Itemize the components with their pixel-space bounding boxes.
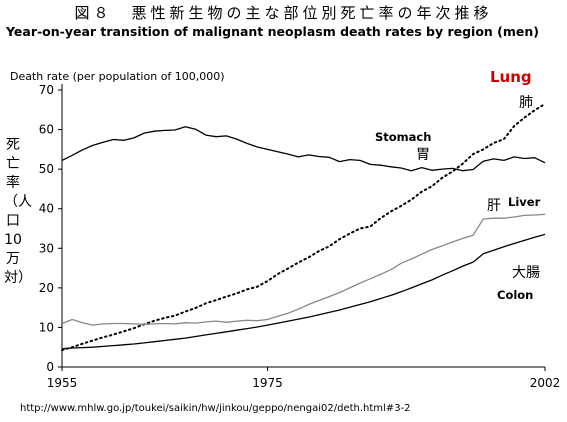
chart-series bbox=[61, 102, 546, 351]
series-line-colon bbox=[61, 233, 546, 350]
x-tick-label: 1955 bbox=[47, 376, 78, 390]
series-label-stomach-jp: 胃 bbox=[416, 147, 430, 163]
y-tick-label: 40 bbox=[39, 202, 54, 216]
y-tick-label: 30 bbox=[39, 241, 54, 255]
series-label-lung-jp: 肺 bbox=[519, 95, 533, 111]
x-tick-label: 2002 bbox=[530, 376, 561, 390]
series-label-liver-jp: 肝 bbox=[487, 198, 501, 214]
series-label-liver: Liver bbox=[508, 195, 541, 209]
chart-ticks: 0 10 20 30 40 50 60 70 1955 1975 2002 bbox=[39, 83, 561, 390]
x-tick-label: 1975 bbox=[252, 376, 283, 390]
series-line-liver bbox=[61, 213, 546, 326]
source-url: http://www.mhlw.go.jp/toukei/saikin/hw/j… bbox=[20, 403, 411, 414]
y-tick-label: 10 bbox=[39, 320, 54, 334]
series-label-lung: Lung bbox=[490, 68, 532, 86]
series-line-lung bbox=[61, 102, 546, 351]
chart-title-jp: 図８ 悪性新生物の主な部位別死亡率の年次推移 bbox=[74, 4, 493, 22]
series-line-stomach bbox=[61, 126, 546, 172]
y-tick-label: 60 bbox=[39, 123, 54, 137]
y-tick-label: 70 bbox=[39, 83, 54, 97]
y-tick-label: 0 bbox=[46, 360, 54, 374]
series-label-stomach: Stomach bbox=[375, 130, 432, 144]
series-label-colon: Colon bbox=[497, 288, 534, 302]
y-tick-label: 50 bbox=[39, 162, 54, 176]
y-tick-label: 20 bbox=[39, 281, 54, 295]
y-axis-label: Death rate (per population of 100,000) bbox=[10, 70, 225, 83]
series-label-colon-jp: 大腸 bbox=[512, 265, 540, 281]
chart-title-en: Year-on-year transition of malignant neo… bbox=[6, 24, 540, 39]
chart-axes bbox=[61, 84, 545, 368]
